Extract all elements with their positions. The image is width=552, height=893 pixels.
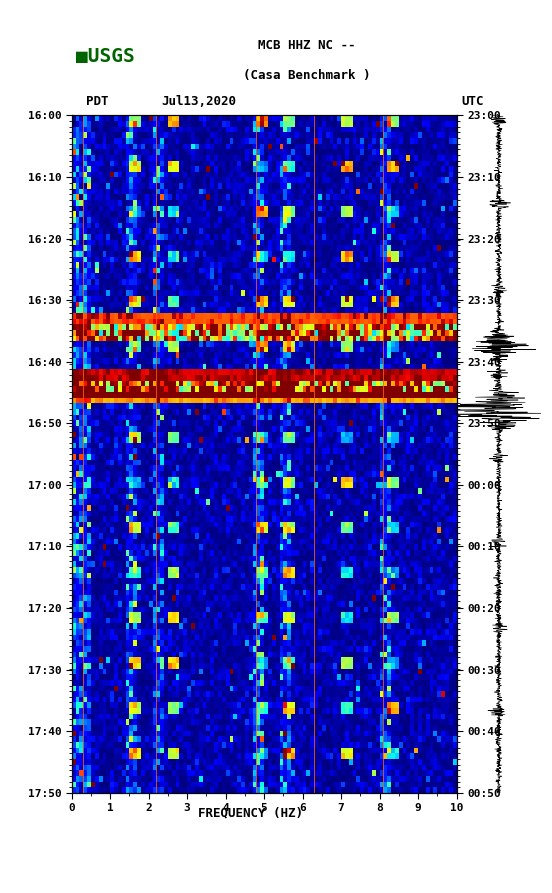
- Text: UTC: UTC: [461, 96, 484, 108]
- Text: (Casa Benchmark ): (Casa Benchmark ): [243, 69, 370, 82]
- Text: MCB HHZ NC --: MCB HHZ NC --: [258, 39, 355, 53]
- Text: FREQUENCY (HZ): FREQUENCY (HZ): [198, 806, 302, 820]
- Text: PDT: PDT: [86, 96, 108, 108]
- Text: Jul13,2020: Jul13,2020: [161, 96, 236, 108]
- Text: ■USGS: ■USGS: [76, 46, 135, 66]
